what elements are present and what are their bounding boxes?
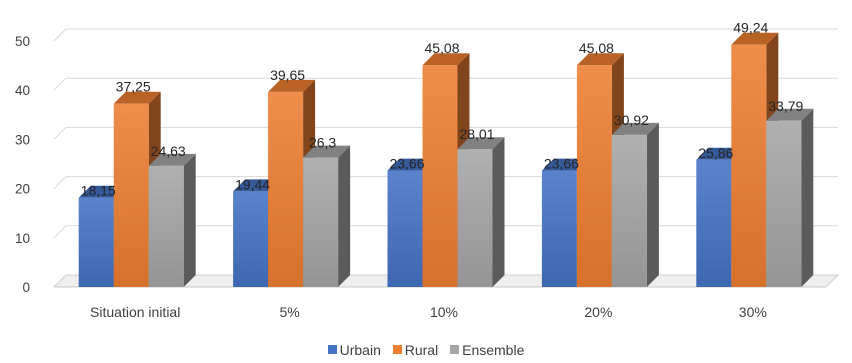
bar-top [268,79,316,92]
bar-front [731,44,767,288]
bar-top [731,32,779,45]
bar-side [646,122,659,288]
bar-front [113,103,149,287]
y-axis-ticks: 0 10 20 30 40 50 [15,34,30,295]
data-label: 23,66 [389,156,424,172]
bar-front [696,159,732,287]
bar-side [801,108,814,287]
data-label: 45,08 [424,40,459,56]
data-label: 30,92 [614,112,649,128]
data-label: 49,24 [733,20,768,36]
x-category-label: Situation initial [90,304,180,320]
y-tick-label: 50 [15,34,30,49]
bars [78,32,814,288]
bar-front [611,134,647,287]
bar-top [422,53,470,66]
bar-front [268,91,304,287]
data-label: 23,66 [544,156,579,172]
x-category-label: 20% [584,304,612,320]
bar-top [611,122,659,135]
bar-side [183,153,196,287]
bar-front [148,165,184,287]
data-label: 25,86 [698,145,733,161]
legend-item-rural: Rural [392,341,439,358]
data-label: 18,15 [81,183,116,199]
legend-item-urbain: Urbain [327,341,381,358]
x-category-label: 5% [279,304,299,320]
legend-label-ensemble: Ensemble [462,341,525,358]
bar-front [457,149,493,287]
data-label: 19,44 [235,176,270,192]
y-tick-label: 30 [15,132,30,147]
bar-chart: 0 10 20 30 40 50 18,15 37,25 24,63 Situation init… [15,20,840,320]
legend-swatch-rural [392,345,402,354]
data-labels: 18,15 37,25 24,63 Situation initial 19,44 39,… [81,20,804,320]
bar-top [303,145,351,158]
y-tick-label: 0 [22,280,30,295]
bar-top [766,108,814,121]
data-label: 45,08 [579,40,614,56]
bar-ensemble-0 [148,153,196,287]
gridline [53,28,838,42]
data-label: 33,79 [768,98,803,114]
y-tick-label: 10 [15,231,30,246]
x-category-label: 10% [430,304,458,320]
bar-front [233,191,269,287]
legend: Urbain Rural Ensemble [0,341,852,358]
bar-front [303,157,339,287]
bar-ensemble-3 [611,122,659,288]
bar-front [766,120,802,287]
bar-front [422,65,458,288]
bar-front [387,170,423,287]
data-label: 26,3 [309,135,336,151]
bar-ensemble-2 [457,137,505,287]
x-category-label: 30% [739,304,767,320]
legend-label-rural: Rural [404,341,439,358]
bar-front [78,197,114,287]
bar-top [148,153,196,166]
legend-swatch-ensemble [450,345,460,354]
data-label: 37,25 [116,79,151,95]
bar-front [576,65,612,288]
data-label: 39,65 [270,67,305,83]
legend-item-ensemble: Ensemble [450,342,524,358]
bar-side [338,145,351,287]
bar-top [576,53,624,66]
bar-ensemble-1 [303,145,351,287]
data-label: 24,63 [151,143,186,159]
bar-front [541,170,577,287]
bar-ensemble-4 [766,108,814,287]
bar-side [492,137,505,287]
y-tick-label: 20 [15,182,30,197]
legend-label-urbain: Urbain [339,341,381,358]
bar-top [457,137,505,150]
data-label: 28,01 [459,126,494,142]
bar-top [113,91,161,104]
y-tick-label: 40 [15,83,30,98]
legend-swatch-urbain [327,345,337,354]
